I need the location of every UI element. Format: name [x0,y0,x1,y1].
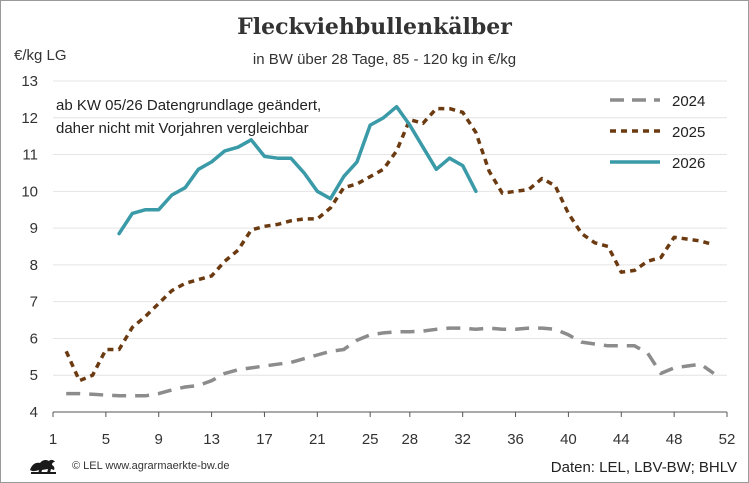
y-axis-unit-label: €/kg LG [14,47,67,64]
x-tick-label-28: 28 [401,431,418,448]
x-tick-label-13: 13 [203,431,220,448]
y-tick-label-10: 10 [21,183,38,200]
axes [52,411,728,417]
tick-labels: 4 5 6 7 8 9 10 11 12 13 1 5 9 13 17 21 25 28 32 36 40 44 48 52 [21,73,735,448]
legend-label-2026: 2026 [672,155,705,172]
x-tick-label-44: 44 [613,431,630,448]
y-tick-label-6: 6 [30,330,38,347]
y-tick-label-7: 7 [30,294,38,311]
x-tick-label-21: 21 [309,431,326,448]
chart-subtitle: in BW über 28 Tage, 85 - 120 kg in €/kg [252,51,517,68]
x-tick-label-48: 48 [666,431,683,448]
grid-lines [53,80,727,376]
legend: 2024 2025 2026 [610,93,705,172]
series-line-2026 [117,104,478,236]
y-tick-label-5: 5 [30,367,38,384]
legend-label-2025: 2025 [672,124,705,141]
y-tick-label-11: 11 [22,147,38,164]
lion-icon [30,459,56,474]
x-tick-label-52: 52 [719,431,736,448]
x-tick-label-25: 25 [362,431,379,448]
x-tick-label-17: 17 [256,431,273,448]
y-tick-label-13: 13 [21,73,38,90]
series-line-2024 [66,326,715,398]
annotation-line-1: ab KW 05/26 Datengrundlage geändert, [56,97,322,114]
y-tick-label-12: 12 [21,110,38,127]
series-lines [64,104,715,398]
x-tick-label-32: 32 [454,431,471,448]
data-source-label: Daten: LEL, LBV-BW; BHLV [550,459,737,476]
y-tick-label-4: 4 [30,404,38,421]
x-tick-label-1: 1 [49,431,57,448]
series-line-2025 [64,106,715,383]
chart-title: Fleckviehbullenkälber [237,14,512,40]
legend-label-2024: 2024 [672,93,705,110]
x-tick-label-40: 40 [560,431,577,448]
y-tick-label-8: 8 [30,257,38,274]
x-tick-label-9: 9 [155,431,163,448]
annotation-line-2: daher nicht mit Vorjahren vergleichbar [56,120,309,137]
x-tick-label-5: 5 [102,431,110,448]
y-tick-label-9: 9 [30,220,38,237]
copyright-source-link: © LEL www.agrarmaerkte-bw.de [72,460,230,472]
x-tick-label-36: 36 [507,431,524,448]
data-change-annotation: ab KW 05/26 Datengrundlage geändert, dah… [56,94,321,140]
